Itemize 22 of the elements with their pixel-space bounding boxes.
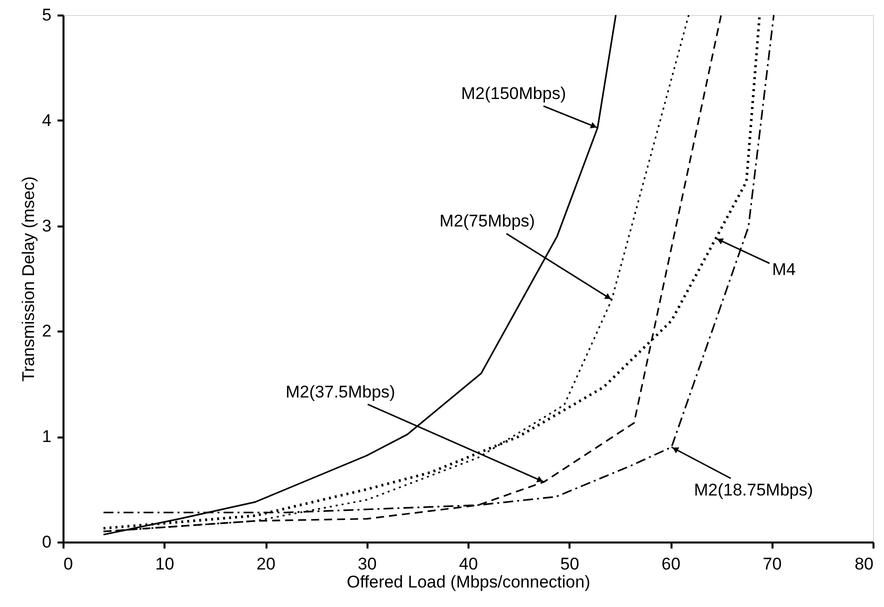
y-axis-title: Transmission Delay (msec) [19, 176, 38, 382]
x-tick-label: 40 [459, 554, 478, 574]
x-tick-label: 30 [358, 554, 377, 574]
y-tick-label: 5 [42, 6, 52, 24]
x-tick-label: 10 [155, 554, 174, 574]
y-tick-label: 3 [42, 216, 52, 236]
x-tick-label: 60 [662, 554, 680, 574]
annotation: M2(75Mbps) [440, 212, 535, 231]
annotation: M2(150Mbps) [461, 84, 566, 104]
x-tick-label: 20 [256, 554, 276, 574]
annotation: M2(37.5Mbps) [286, 382, 396, 402]
annotation: M4 [772, 260, 796, 280]
x-tick-label: 50 [560, 554, 580, 574]
x-tick-label: 70 [762, 554, 782, 574]
x-axis-title: Offered Load (Mbps/connection) [346, 572, 590, 592]
x-tick-label: 80 [854, 554, 874, 574]
y-tick-label: 0 [42, 532, 52, 552]
y-tick-label: 4 [42, 110, 52, 130]
y-tick-label: 1 [42, 427, 52, 446]
y-tick-label: 2 [42, 322, 52, 341]
x-tick-label: 0 [64, 554, 73, 574]
annotation: M2(18.75Mbps) [694, 480, 814, 500]
